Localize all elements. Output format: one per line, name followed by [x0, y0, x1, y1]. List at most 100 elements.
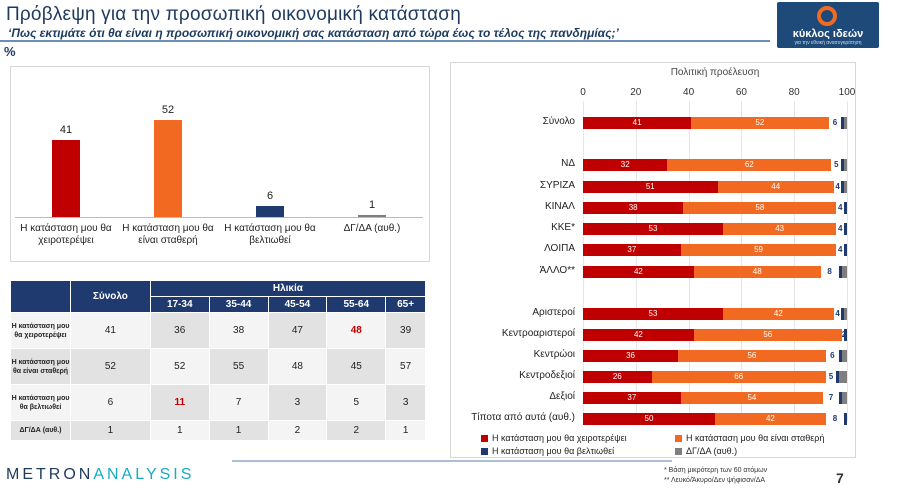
row-label-6: ΆΛΛΟ**	[539, 265, 575, 276]
table-row: Η κατάσταση μου θα βελτιωθεί 6 11 7 3 5 3	[10, 384, 426, 421]
table-cell: 7	[208, 384, 269, 421]
bar-2	[256, 205, 284, 217]
row-label-10: Κεντροδεξιοί	[519, 370, 575, 381]
x-tick-3: 60	[735, 87, 747, 98]
unit-label: %	[4, 44, 16, 59]
segment-11-2: 7	[823, 392, 842, 404]
table-cell: 2	[267, 420, 328, 441]
segment-6-0: 42	[583, 266, 694, 278]
gridline-4	[794, 101, 796, 421]
legend-label-0: Η κατάσταση μου θα χειροτερέψει	[492, 433, 627, 443]
segment-5-2: 4	[836, 244, 847, 256]
segment-10-1: 66	[651, 371, 826, 383]
category-label-0: Η κατάσταση μου θα χειροτερέψει	[20, 223, 112, 246]
legend-label-1: Η κατάσταση μου θα είναι σταθερή	[686, 433, 825, 443]
segment-3-1: 58	[683, 202, 837, 214]
x-tick-0: 0	[580, 87, 586, 98]
segment-9-0: 36	[583, 350, 679, 362]
legend-swatch-2	[481, 447, 488, 455]
row-label-1: ΝΔ	[561, 158, 575, 169]
segment-1-3	[844, 159, 847, 171]
segment-0-0: 41	[583, 117, 692, 129]
gridline-2	[688, 101, 690, 421]
row-label-4: ΚΚΕ*	[551, 222, 575, 233]
col-header-age-2: 45-54	[267, 296, 328, 313]
table-cell: 48	[326, 312, 387, 349]
bar-value-3: 1	[368, 199, 376, 212]
logo-name: κύκλος ιδεών	[792, 28, 864, 40]
page-subtitle: ‘Πως εκτιμάτε ότι θα είναι η προσωπική ο…	[8, 26, 619, 40]
brand-part-a: METRON	[6, 466, 94, 483]
segment-0-3	[844, 117, 847, 129]
table-cell: 55	[208, 348, 269, 385]
table-cell: 5	[326, 384, 387, 421]
segment-12-0: 50	[583, 413, 715, 425]
row-label: Η κατάσταση μου θα βελτιωθεί	[10, 384, 71, 421]
table-cell: 41	[70, 312, 151, 349]
segment-6-2: 8	[820, 266, 842, 278]
political-origin-chart: Πολιτική προέλευση 0 20 40 60 80 100 Σύνολο 41 52…	[450, 62, 856, 458]
row-label-12: Τίποτα από αυτά (αυθ.)	[471, 412, 575, 423]
table-cell: 1	[149, 420, 210, 441]
col-header-age-0: 17-34	[149, 296, 210, 313]
segment-0-1: 52	[691, 117, 829, 129]
segment-2-1: 44	[717, 181, 834, 193]
logo-circle-icon	[817, 6, 837, 26]
segment-12-2: 8	[825, 413, 847, 425]
table-cell: 36	[149, 312, 210, 349]
footnotes: * Βάση μικρότερη των 60 ατόμων ** Λευκό/…	[664, 466, 767, 486]
bar-0	[52, 140, 80, 217]
segment-2-0: 51	[583, 181, 718, 193]
overall-bar-chart: 41 Η κατάσταση μου θα χειροτερέψει 52 Η κατ…	[10, 66, 430, 262]
segment-7-2: 4	[833, 308, 845, 320]
row-label-7: Αριστεροί	[532, 307, 575, 318]
table-cell: 3	[267, 384, 328, 421]
segment-3-2: 4	[836, 202, 847, 214]
bar-1	[154, 119, 182, 217]
segment-11-0: 37	[583, 392, 681, 404]
row-label-5: ΛΟΙΠΑ	[544, 243, 575, 254]
table-cell: 48	[267, 348, 328, 385]
table-cell: 6	[70, 384, 151, 421]
segment-1-1: 62	[667, 159, 832, 171]
segment-7-3	[844, 308, 847, 320]
segment-9-1: 56	[678, 350, 826, 362]
table-cell: 45	[326, 348, 387, 385]
gridline-5	[847, 101, 848, 421]
table-row: Η κατάσταση μου θα χειροτερέψει 41 36 38 47 4…	[10, 312, 426, 349]
segment-8-0: 42	[583, 329, 694, 341]
segment-10-2: 5	[825, 371, 840, 383]
table-row: Η κατάσταση μου θα είναι σταθερή 52 52 55 48…	[10, 348, 426, 385]
col-header-total: Σύνολο	[70, 280, 151, 313]
gridline-0	[583, 101, 584, 421]
segment-10-0: 26	[583, 371, 652, 383]
row-label: Η κατάσταση μου θα χειροτερέψει	[10, 312, 71, 349]
bar-value-2: 6	[266, 189, 274, 202]
brand-part-b: ANALYSIS	[93, 466, 195, 483]
table-cell: 52	[149, 348, 210, 385]
metron-analysis-logo: METRONANALYSIS	[6, 466, 194, 484]
segment-6-1: 48	[693, 266, 821, 278]
segment-1-0: 32	[583, 159, 668, 171]
segment-4-2: 4	[836, 223, 847, 235]
segment-10-3	[839, 371, 847, 383]
page-number: 7	[836, 470, 844, 486]
legend-swatch-3	[675, 447, 682, 455]
table-cell: 2	[326, 420, 387, 441]
col-header-age-3: 55-64	[326, 296, 387, 313]
x-tick-4: 80	[788, 87, 800, 98]
footer-rule	[232, 460, 672, 462]
segment-5-0: 37	[583, 244, 681, 256]
col-header-age-4: 65+	[385, 296, 426, 313]
footnote-2: ** Λευκό/Άκυρο/Δεν ψήφισαν/ΔΑ	[664, 477, 766, 484]
table-cell: 38	[208, 312, 269, 349]
table-cell: 47	[267, 312, 328, 349]
logo-tagline: για την εθνική ανασυγκρότηση	[794, 40, 862, 46]
row-label: Η κατάσταση μου θα είναι σταθερή	[10, 348, 71, 385]
col-header-age-1: 35-44	[208, 296, 269, 313]
segment-5-1: 59	[680, 244, 837, 256]
table-cell: 1	[70, 420, 151, 441]
legend-label-2: Η κατάσταση μου θα βελτιωθεί	[492, 446, 615, 456]
age-table: Σύνολο Ηλικία 17-34 35-44 45-54 55-64 65+ Η …	[10, 280, 427, 441]
segment-8-1: 56	[693, 329, 842, 341]
